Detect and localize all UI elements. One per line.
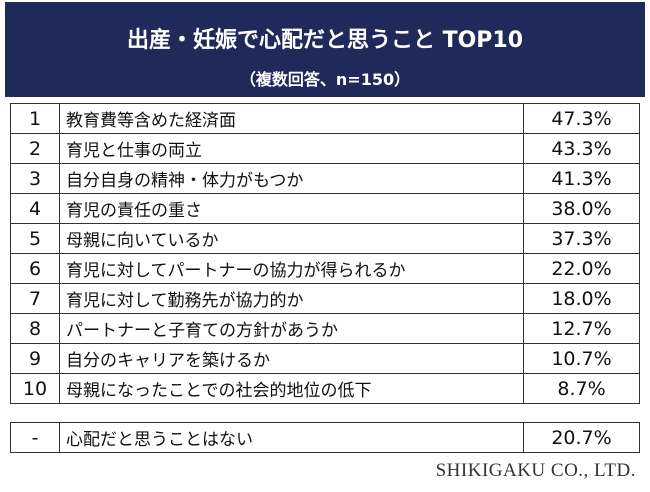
table-row: 5 母親に向いているか 37.3% xyxy=(10,223,640,254)
percent-cell: 47.3% xyxy=(523,103,640,134)
item-cell: 母親になったことでの社会的地位の低下 xyxy=(59,373,524,404)
rank-cell: 8 xyxy=(10,313,60,344)
percent-cell: 8.7% xyxy=(523,373,640,404)
percent-cell: 37.3% xyxy=(523,223,640,254)
percent-cell: 22.0% xyxy=(523,253,640,284)
rank-cell: 1 xyxy=(10,103,60,134)
item-cell: 育児の責任の重さ xyxy=(59,193,524,224)
table-row: 8 パートナーと子育ての方針があうか 12.7% xyxy=(10,313,640,344)
rank-cell: 5 xyxy=(10,223,60,254)
subtitle: （複数回答、n=150） xyxy=(239,70,411,89)
table-row: 7 育児に対して勤務先が協力的か 18.0% xyxy=(10,283,640,314)
item-cell: 育児と仕事の両立 xyxy=(59,133,524,164)
rank-cell: 9 xyxy=(10,343,60,374)
percent-cell: 41.3% xyxy=(523,163,640,194)
item-cell: 育児に対して勤務先が協力的か xyxy=(59,283,524,314)
percent-cell: 12.7% xyxy=(523,313,640,344)
rank-cell: 4 xyxy=(10,193,60,224)
percent-cell: 18.0% xyxy=(523,283,640,314)
rank-cell: 7 xyxy=(10,283,60,314)
item-cell: 自分自身の精神・体力がもつか xyxy=(59,163,524,194)
extra-table: - 心配だと思うことはない 20.7% xyxy=(10,422,640,453)
table-row: 1 教育費等含めた経済面 47.3% xyxy=(10,103,640,134)
header: 出産・妊娠で心配だと思うこと TOP10 （複数回答、n=150） xyxy=(5,2,645,97)
rank-cell: 2 xyxy=(10,133,60,164)
table-row: 4 育児の責任の重さ 38.0% xyxy=(10,193,640,224)
percent-cell: 43.3% xyxy=(523,133,640,164)
rank-cell: 10 xyxy=(10,373,60,404)
ranking-table: 1 教育費等含めた経済面 47.3% 2 育児と仕事の両立 43.3% 3 自分自身の精神・体… xyxy=(10,103,640,404)
item-cell: 自分のキャリアを築けるか xyxy=(59,343,524,374)
table-row: 3 自分自身の精神・体力がもつか 41.3% xyxy=(10,163,640,194)
item-cell: パートナーと子育ての方針があうか xyxy=(59,313,524,344)
table-row: 9 自分のキャリアを築けるか 10.7% xyxy=(10,343,640,374)
item-cell: 母親に向いているか xyxy=(59,223,524,254)
table-row: - 心配だと思うことはない 20.7% xyxy=(10,422,640,453)
rank-cell: 3 xyxy=(10,163,60,194)
credit: SHIKIGAKU CO., LTD. xyxy=(435,460,636,481)
item-cell: 育児に対してパートナーの協力が得られるか xyxy=(59,253,524,284)
title: 出産・妊娠で心配だと思うこと TOP10 xyxy=(126,28,524,53)
item-cell: 心配だと思うことはない xyxy=(59,422,524,453)
rank-cell: 6 xyxy=(10,253,60,284)
percent-cell: 20.7% xyxy=(523,422,640,453)
percent-cell: 38.0% xyxy=(523,193,640,224)
table-row: 2 育児と仕事の両立 43.3% xyxy=(10,133,640,164)
rank-cell: - xyxy=(10,422,60,453)
table-row: 10 母親になったことでの社会的地位の低下 8.7% xyxy=(10,373,640,404)
item-cell: 教育費等含めた経済面 xyxy=(59,103,524,134)
table-row: 6 育児に対してパートナーの協力が得られるか 22.0% xyxy=(10,253,640,284)
percent-cell: 10.7% xyxy=(523,343,640,374)
